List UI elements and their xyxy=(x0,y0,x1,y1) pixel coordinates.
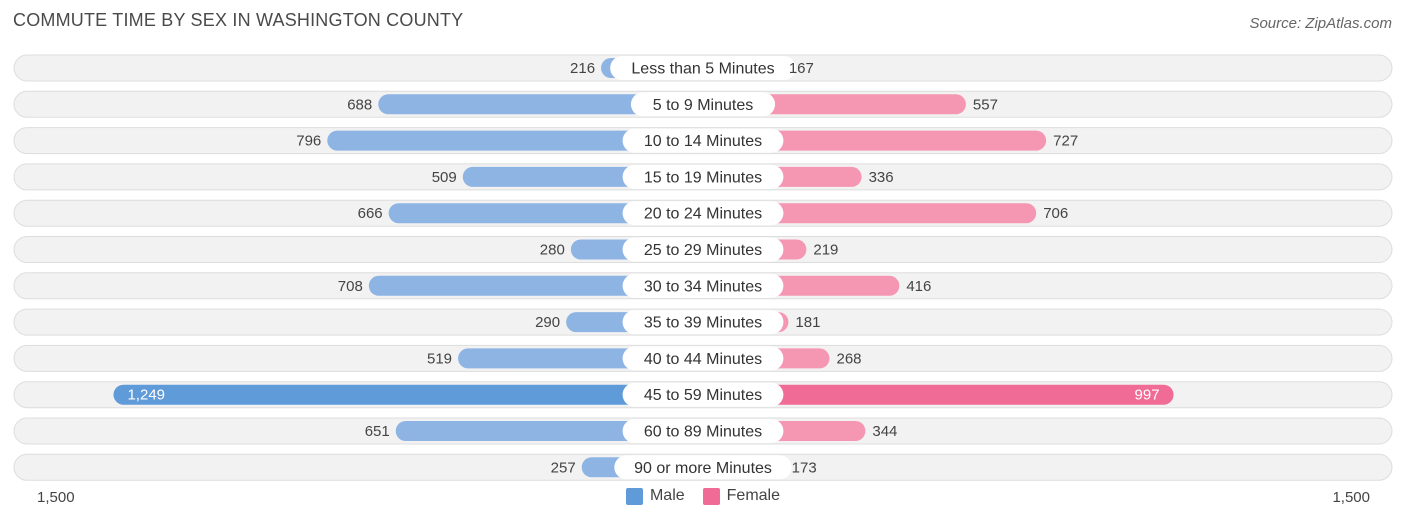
category-pill xyxy=(622,310,784,335)
value-label-female: 557 xyxy=(973,96,998,113)
value-label-female: 727 xyxy=(1053,133,1078,150)
value-label-female: 219 xyxy=(813,242,838,259)
value-label-female: 336 xyxy=(869,169,894,186)
category-label: 45 to 59 Minutes xyxy=(644,387,762,404)
value-label-female: 167 xyxy=(789,60,814,77)
chart-title: COMMUTE TIME BY SEX IN WASHINGTON COUNTY xyxy=(13,10,464,30)
category-label: 15 to 19 Minutes xyxy=(644,169,762,186)
value-label-female: 344 xyxy=(872,423,897,440)
legend-label-female: Female xyxy=(726,487,781,504)
value-label-male: 688 xyxy=(347,96,372,113)
bar-male[interactable] xyxy=(327,130,703,151)
category-label: 5 to 9 Minutes xyxy=(653,97,754,114)
value-label-male: 509 xyxy=(432,169,457,186)
category-pill xyxy=(622,164,784,189)
category-pill xyxy=(630,92,776,117)
value-label-female: 181 xyxy=(795,314,820,331)
category-pill xyxy=(614,455,792,480)
legend-swatch-male xyxy=(625,487,643,505)
bar-female[interactable] xyxy=(703,130,1047,151)
chart-canvas: Less than 5 Minutes 216 167 5 to 9 Minutes 6… xyxy=(13,54,1393,481)
category-pill xyxy=(622,382,784,407)
value-label-male: 796 xyxy=(296,133,321,150)
bar-female[interactable] xyxy=(703,384,1174,405)
category-label: 25 to 29 Minutes xyxy=(644,242,762,259)
category-pill xyxy=(622,273,784,298)
legend-label-male: Male xyxy=(649,487,685,504)
value-label-male: 280 xyxy=(540,242,565,259)
chart-source: Source: ZipAtlas.com xyxy=(1249,15,1392,32)
value-label-female: 268 xyxy=(836,350,861,367)
value-label-female: 997 xyxy=(1135,387,1160,404)
category-pill xyxy=(622,128,784,153)
value-label-male: 216 xyxy=(570,60,595,77)
category-pill xyxy=(622,419,784,443)
bar-male[interactable] xyxy=(113,384,704,405)
value-label-male: 666 xyxy=(358,205,383,222)
value-label-male: 651 xyxy=(365,423,390,440)
value-label-female: 706 xyxy=(1043,205,1068,222)
category-label: 40 to 44 Minutes xyxy=(644,351,762,368)
bar-male[interactable] xyxy=(368,275,703,296)
category-label: 35 to 39 Minutes xyxy=(644,315,762,332)
value-label-female: 416 xyxy=(906,278,931,295)
category-label: Less than 5 Minutes xyxy=(631,61,774,78)
value-label-male: 708 xyxy=(338,278,363,295)
category-label: 20 to 24 Minutes xyxy=(644,206,762,223)
category-label: 60 to 89 Minutes xyxy=(644,424,762,441)
value-label-male: 1,249 xyxy=(127,387,165,404)
value-label-female: 173 xyxy=(792,459,817,476)
category-pill xyxy=(622,346,784,371)
axis-label-right: 1,500 xyxy=(1332,489,1370,506)
category-pill xyxy=(610,56,796,80)
bar-female[interactable] xyxy=(703,203,1037,224)
legend-item-male[interactable]: Male xyxy=(625,487,685,505)
category-label: 90 or more Minutes xyxy=(634,460,772,477)
legend-item-female[interactable]: Female xyxy=(702,487,781,505)
value-label-male: 519 xyxy=(427,350,452,367)
category-label: 30 to 34 Minutes xyxy=(644,278,762,295)
value-label-male: 290 xyxy=(535,314,560,331)
category-pill xyxy=(622,201,784,226)
category-pill xyxy=(622,237,784,262)
legend-swatch-female xyxy=(702,487,720,505)
category-label: 10 to 14 Minutes xyxy=(644,133,762,150)
axis-label-left: 1,500 xyxy=(37,489,75,506)
bar-male[interactable] xyxy=(378,94,703,115)
value-label-male: 257 xyxy=(551,459,576,476)
legend: Male Female xyxy=(0,487,1406,505)
